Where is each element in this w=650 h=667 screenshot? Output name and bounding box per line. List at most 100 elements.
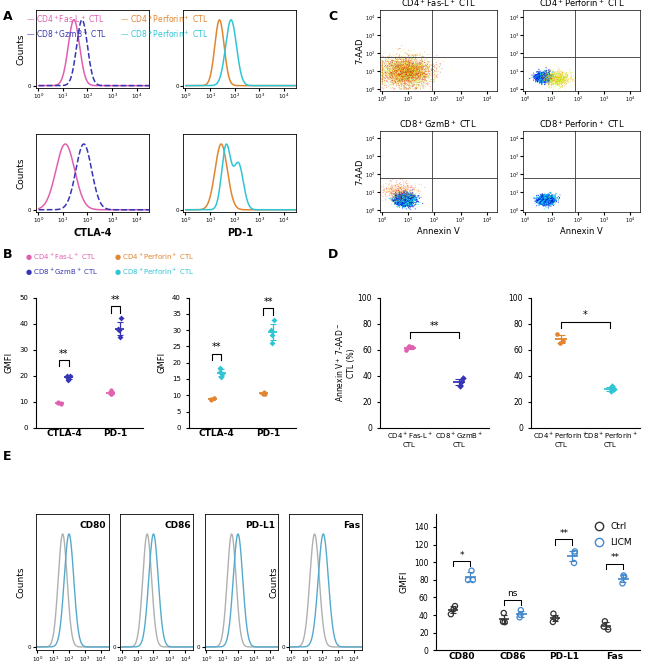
Point: [402, 193, 413, 203]
Point: [413, 61, 424, 72]
Point: [105, 389, 116, 400]
Point: [385, 64, 395, 75]
Point: [538, 194, 549, 205]
Point: [391, 191, 401, 201]
Point: [554, 75, 564, 86]
Point: [405, 199, 415, 209]
Point: [559, 72, 569, 83]
Y-axis label: Counts: Counts: [16, 33, 25, 65]
Point: [417, 67, 428, 78]
Point: [377, 61, 387, 71]
Point: [411, 68, 422, 79]
Point: [398, 64, 409, 75]
Point: [395, 187, 405, 197]
Point: [384, 67, 395, 77]
Point: [413, 69, 423, 80]
Point: [394, 51, 404, 62]
Point: [382, 55, 392, 66]
Point: [402, 75, 412, 85]
Point: [391, 63, 402, 74]
Point: [396, 187, 406, 197]
Point: [402, 188, 412, 199]
Point: [540, 72, 551, 83]
Point: [404, 193, 415, 203]
Point: [399, 197, 410, 208]
Point: [400, 201, 411, 211]
Point: [392, 198, 402, 209]
Point: [541, 199, 552, 209]
Point: [377, 63, 387, 74]
Point: [546, 194, 556, 205]
Point: [387, 60, 397, 71]
Point: [537, 69, 547, 80]
Point: [409, 69, 419, 79]
Point: [539, 193, 549, 204]
Point: [412, 64, 423, 75]
Point: [387, 57, 398, 67]
Point: [396, 65, 406, 75]
Point: [558, 68, 568, 79]
Point: [545, 195, 556, 206]
Point: [540, 75, 551, 85]
Point: [396, 83, 406, 94]
Point: [548, 71, 558, 81]
Point: [547, 69, 558, 80]
Point: [406, 69, 416, 80]
Point: [412, 67, 423, 78]
Point: [391, 189, 401, 200]
Point: [416, 62, 426, 73]
Text: **: **: [559, 529, 568, 538]
Point: [558, 71, 569, 82]
Point: [539, 195, 549, 206]
Point: [544, 193, 554, 203]
Point: [538, 195, 549, 205]
Point: [385, 73, 395, 83]
Point: [532, 72, 543, 83]
Point: [536, 196, 546, 207]
Point: [418, 64, 428, 75]
Point: [554, 76, 564, 87]
Point: [399, 193, 410, 203]
Point: [405, 65, 415, 75]
Point: [408, 67, 419, 78]
Point: [388, 67, 398, 78]
Point: [544, 71, 554, 81]
Point: [538, 71, 549, 82]
Point: [392, 191, 402, 201]
Point: [409, 191, 419, 201]
Point: [396, 80, 407, 91]
Point: [541, 191, 551, 201]
Point: [539, 199, 549, 209]
Point: [417, 67, 428, 77]
Point: [392, 61, 402, 71]
Point: [536, 70, 547, 81]
Point: [542, 76, 552, 87]
Point: [394, 197, 404, 207]
Point: [536, 191, 546, 202]
Point: [538, 70, 548, 81]
Point: [398, 199, 409, 209]
Point: [540, 195, 551, 205]
Point: [549, 69, 560, 79]
Point: [541, 194, 551, 205]
Point: [402, 193, 413, 204]
Point: [543, 72, 554, 83]
Point: [404, 67, 414, 77]
Point: [395, 190, 405, 201]
Point: [536, 199, 546, 209]
Point: [399, 193, 410, 203]
Point: [398, 59, 409, 70]
Point: [397, 196, 408, 207]
Point: [545, 194, 555, 205]
Point: [406, 72, 417, 83]
Point: [541, 196, 551, 207]
Point: [384, 187, 394, 198]
Point: [551, 66, 561, 77]
Point: [395, 77, 405, 88]
Point: [419, 69, 430, 80]
Point: [566, 73, 576, 84]
Point: [401, 83, 411, 94]
Point: [539, 73, 549, 83]
Point: [408, 67, 419, 78]
Point: [540, 192, 550, 203]
